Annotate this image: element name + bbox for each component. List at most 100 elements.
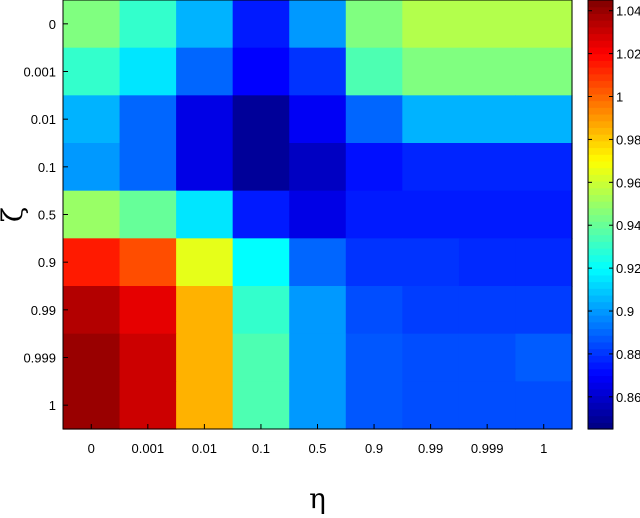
- heatmap-cell: [119, 95, 177, 144]
- colorbar-segment: [588, 180, 613, 189]
- x-tick-label: 0.1: [252, 441, 270, 456]
- heatmap-cell: [63, 381, 121, 430]
- colorbar-segment: [588, 207, 613, 216]
- colorbar-segment: [588, 288, 613, 296]
- heatmap-cell: [345, 238, 403, 287]
- colorbar-segment: [588, 127, 613, 135]
- y-tick-label: 0.999: [23, 351, 56, 366]
- colorbar-tick-label: 0.94: [616, 218, 640, 233]
- colorbar-segment: [588, 0, 613, 8]
- x-ticks: 0 0.001 0.01 0.1 0.5 0.9 0.99 0.999 1: [88, 424, 547, 456]
- y-tick-label: 0: [49, 17, 56, 32]
- heatmap-cell: [176, 238, 234, 287]
- colorbar-segment: [588, 214, 613, 222]
- colorbar-segment: [588, 60, 613, 68]
- colorbar-segment: [588, 134, 613, 142]
- colorbar-tick-label: 0.86: [616, 390, 640, 405]
- heatmap-cell: [458, 238, 517, 287]
- heatmap-cell: [232, 333, 290, 382]
- heatmap-cell: [345, 333, 403, 382]
- heatmap-cell: [402, 190, 460, 239]
- heatmap-cell: [63, 47, 121, 96]
- heatmap-cell: [402, 381, 460, 430]
- colorbar-segment: [588, 113, 613, 122]
- colorbar-segment: [588, 348, 613, 356]
- heatmap-cell: [458, 286, 517, 335]
- colorbar-segment: [588, 402, 613, 410]
- heatmap-cell: [345, 286, 403, 335]
- heatmap-cell: [176, 95, 234, 144]
- colorbar-segment: [588, 321, 613, 330]
- y-tick-label: 0.99: [31, 303, 56, 318]
- colorbar-segment: [588, 120, 613, 128]
- heatmap-cell: [345, 381, 403, 430]
- heatmap-cell: [458, 0, 517, 49]
- colorbar-tick-label: 1: [616, 90, 623, 105]
- colorbar-segment: [588, 93, 613, 102]
- colorbar-segment: [588, 201, 613, 209]
- colorbar-segment: [588, 341, 613, 350]
- x-tick-label: 0.9: [365, 441, 383, 456]
- heatmap-cell: [63, 286, 121, 335]
- heatmap-cell: [345, 0, 403, 49]
- y-tick-label: 1: [49, 398, 56, 413]
- colorbar-segment: [588, 107, 613, 115]
- x-tick-label: 0.999: [471, 441, 504, 456]
- heatmap-cell: [63, 238, 121, 287]
- heatmap-cell: [289, 381, 347, 430]
- colorbar-segment: [588, 355, 613, 363]
- colorbar-segment: [588, 254, 613, 263]
- x-tick-label: 0: [88, 441, 95, 456]
- heatmap-cell: [232, 286, 290, 335]
- colorbar-segment: [588, 227, 613, 236]
- heatmap-cell: [515, 286, 573, 335]
- heatmap-cell: [119, 143, 177, 192]
- heatmap-cell: [232, 95, 290, 144]
- colorbar-segment: [588, 335, 613, 343]
- heatmap-cell: [402, 143, 460, 192]
- heatmap-cell: [345, 143, 403, 192]
- heatmap-cell: [402, 238, 460, 287]
- heatmap-cell: [289, 0, 347, 49]
- heatmap-cell: [63, 0, 121, 49]
- colorbar-segment: [588, 160, 613, 169]
- colorbar-segment: [588, 221, 613, 229]
- heatmap-cell: [458, 381, 517, 430]
- colorbar-segment: [588, 382, 613, 390]
- heatmap-cell: [232, 143, 290, 192]
- colorbar-segment: [588, 388, 613, 397]
- heatmap-cell: [119, 333, 177, 382]
- colorbar-segment: [588, 140, 613, 149]
- colorbar-segment: [588, 73, 613, 82]
- heatmap-cell: [458, 190, 517, 239]
- heatmap-cell: [176, 381, 234, 430]
- heatmap-cell: [345, 47, 403, 96]
- colorbar-segment: [588, 395, 613, 403]
- y-tick-label: 0.001: [23, 65, 56, 80]
- colorbar-segment: [588, 6, 613, 15]
- heatmap-cell: [289, 143, 347, 192]
- heatmap-cell: [515, 238, 573, 287]
- colorbar-tick-label: 0.98: [616, 132, 640, 147]
- colorbar-segment: [588, 248, 613, 256]
- heatmap-cell: [289, 286, 347, 335]
- colorbar-segment: [588, 187, 613, 195]
- heatmap-cell: [402, 333, 460, 382]
- x-tick-label: 0.5: [308, 441, 326, 456]
- heatmap-cell: [289, 47, 347, 96]
- heatmap-cell: [176, 286, 234, 335]
- colorbar-tick-label: 0.9: [616, 304, 634, 319]
- heatmap-cell: [63, 333, 121, 382]
- heatmap-cell: [232, 0, 290, 49]
- colorbar-segment: [588, 100, 613, 108]
- heatmap-cell: [63, 95, 121, 144]
- heatmap-cell: [176, 0, 234, 49]
- heatmap-cell: [458, 143, 517, 192]
- colorbar-segment: [588, 294, 613, 303]
- y-tick-label: 0.5: [38, 208, 56, 223]
- colorbar-segment: [588, 46, 613, 55]
- heatmap-cell: [232, 381, 290, 430]
- colorbar-tick-label: 1.02: [616, 47, 640, 62]
- y-axis-label: ζ: [0, 207, 29, 222]
- heatmap-cell: [176, 143, 234, 192]
